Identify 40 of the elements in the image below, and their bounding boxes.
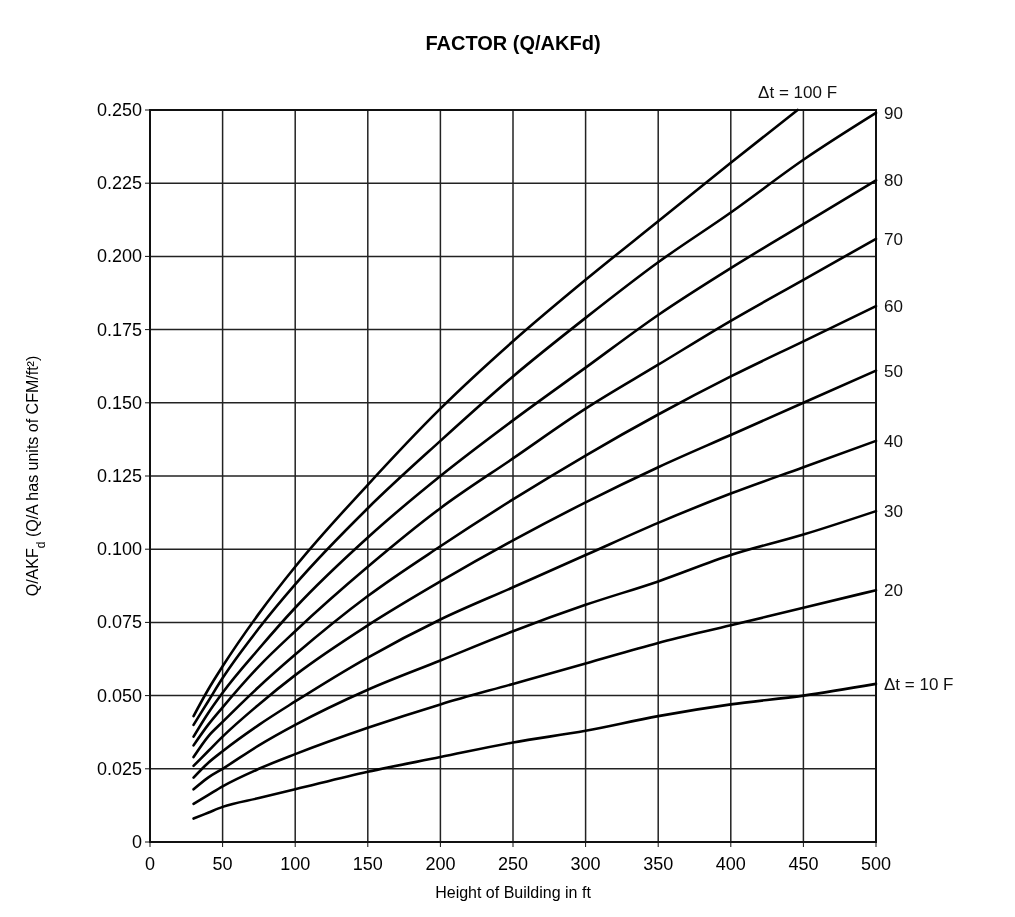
line-series: [192, 439, 878, 779]
y-tick-label: 0.200: [96, 246, 142, 267]
x-tick-label: 400: [715, 854, 746, 874]
y-tick-label: 0: [131, 832, 142, 852]
series-label: 90: [884, 103, 903, 123]
y-tick-label: 0.150: [96, 392, 142, 413]
series-label: 30: [884, 502, 903, 522]
x-tick-label: 100: [280, 854, 311, 874]
series-label: 40: [884, 431, 903, 451]
y-tick-label: 0.225: [96, 173, 142, 194]
y-tick-label: 0.125: [96, 466, 142, 486]
y-tick-label: 0.250: [96, 100, 142, 120]
x-tick-label: 150: [352, 854, 383, 874]
y-tick-label: 0.075: [96, 612, 142, 633]
series-label: Δt = 10 F: [884, 674, 954, 694]
x-tick-label: 0: [144, 854, 156, 874]
x-tick-label: 300: [570, 854, 601, 874]
x-tick-label: 250: [497, 854, 529, 874]
series-label: 50: [884, 361, 903, 381]
series-label: Δt = 100 F: [758, 83, 838, 102]
x-tick-label: 200: [425, 854, 456, 874]
x-tick-label: 500: [860, 854, 892, 874]
chart-title: FACTOR (Q/AKFd): [425, 32, 601, 54]
line-series: [192, 588, 878, 806]
y-tick-label: 0.100: [96, 539, 142, 560]
y-tick-label: 0.175: [96, 319, 142, 340]
series-label: 80: [884, 171, 903, 191]
series-label: 20: [884, 581, 903, 601]
x-tick-label: 350: [643, 854, 674, 874]
y-tick-label: 0.025: [96, 758, 142, 779]
x-tick-label: 450: [788, 854, 819, 874]
line-series: [192, 369, 878, 768]
line-series: [192, 682, 878, 820]
y-tick-label: 0.050: [96, 685, 142, 706]
series-label: 70: [884, 229, 903, 249]
series-label: 60: [884, 297, 903, 317]
line-series: [192, 509, 878, 791]
line-series: [192, 304, 878, 759]
x-tick-label: 50: [212, 854, 233, 874]
x-axis-title: Height of Building in ft: [435, 884, 592, 901]
